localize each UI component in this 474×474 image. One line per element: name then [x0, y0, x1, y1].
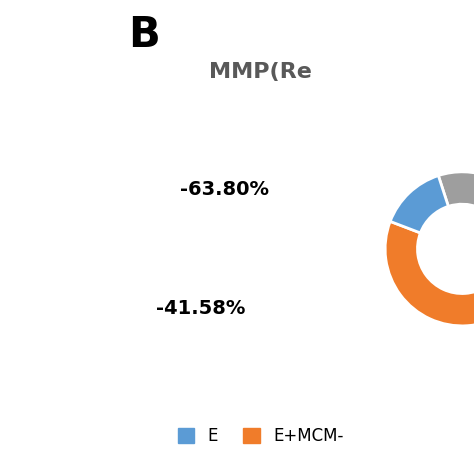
- Wedge shape: [390, 175, 448, 233]
- Wedge shape: [385, 212, 474, 326]
- Text: -41.58%: -41.58%: [156, 299, 246, 318]
- Text: B: B: [128, 14, 160, 56]
- Text: MMP(Re: MMP(Re: [209, 62, 312, 82]
- Text: -63.80%: -63.80%: [180, 180, 269, 199]
- Legend: E, E+MCM-: E, E+MCM-: [171, 420, 350, 451]
- Wedge shape: [438, 172, 474, 228]
